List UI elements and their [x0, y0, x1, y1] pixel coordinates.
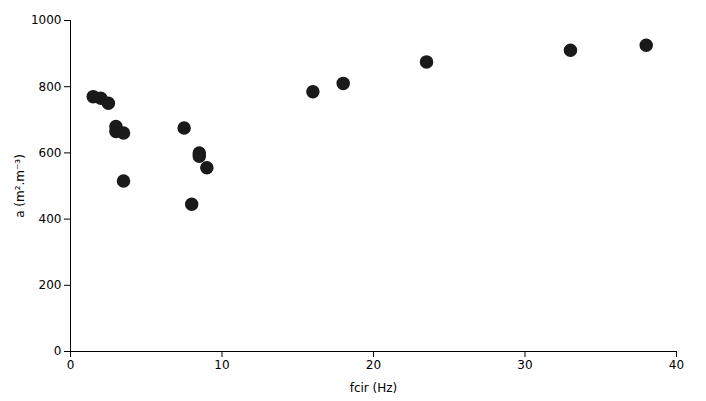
svg-text:fcir (Hz): fcir (Hz) — [350, 381, 398, 395]
svg-text:20: 20 — [366, 358, 381, 372]
svg-text:1000: 1000 — [31, 13, 62, 27]
svg-text:0: 0 — [54, 344, 62, 358]
svg-text:600: 600 — [39, 146, 62, 160]
svg-text:0: 0 — [67, 358, 75, 372]
svg-text:800: 800 — [39, 80, 62, 94]
svg-text:200: 200 — [39, 278, 62, 292]
svg-text:a (m².m⁻³): a (m².m⁻³) — [13, 154, 27, 218]
svg-text:40: 40 — [669, 358, 684, 372]
svg-text:30: 30 — [517, 358, 532, 372]
svg-text:10: 10 — [214, 358, 229, 372]
svg-text:400: 400 — [39, 212, 62, 226]
